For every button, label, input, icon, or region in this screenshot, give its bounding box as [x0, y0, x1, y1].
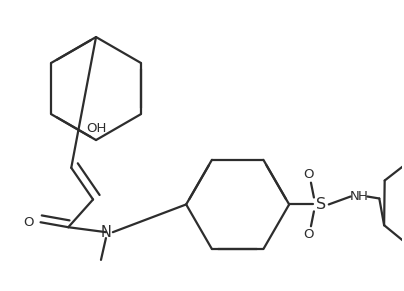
Text: OH: OH: [86, 122, 106, 135]
Text: S: S: [316, 197, 326, 212]
Text: O: O: [304, 168, 314, 181]
Text: H: H: [358, 190, 367, 203]
Text: O: O: [23, 216, 34, 229]
Text: N: N: [101, 225, 112, 240]
Text: N: N: [349, 190, 359, 203]
Text: O: O: [304, 228, 314, 241]
